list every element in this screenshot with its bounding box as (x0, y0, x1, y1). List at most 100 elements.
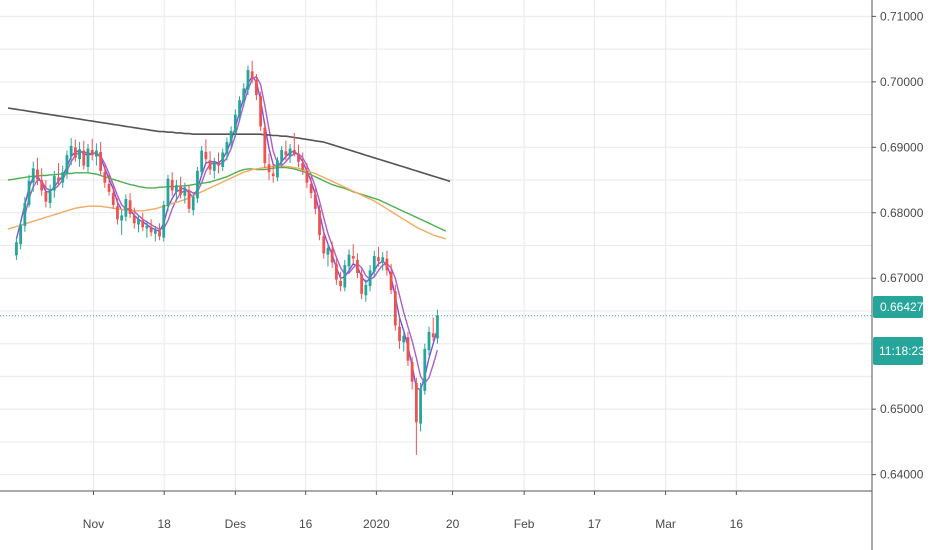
candle[interactable] (137, 215, 140, 233)
candle[interactable] (179, 176, 183, 199)
candle[interactable] (99, 142, 103, 175)
candle[interactable] (368, 265, 372, 292)
candle[interactable] (250, 60, 254, 84)
candle[interactable] (175, 180, 178, 201)
candle-body[interactable] (389, 271, 393, 291)
candle[interactable] (221, 148, 225, 171)
candle[interactable] (406, 331, 410, 366)
candle[interactable] (78, 142, 81, 167)
candle-body[interactable] (381, 257, 385, 263)
candle-body[interactable] (322, 236, 326, 254)
candle[interactable] (44, 180, 48, 208)
time-axis[interactable]: Nov 18 Des 16 2020 20 Feb 17 Mar 16 (83, 491, 744, 531)
candle[interactable] (132, 207, 136, 229)
candle-body[interactable] (414, 382, 418, 423)
candle-body[interactable] (27, 180, 31, 205)
candle[interactable] (372, 250, 376, 277)
candle-body[interactable] (166, 178, 170, 207)
candle-body[interactable] (410, 362, 414, 382)
candle[interactable] (162, 200, 166, 242)
candle[interactable] (82, 140, 86, 170)
candle-body[interactable] (61, 172, 65, 183)
candle-body[interactable] (44, 191, 48, 202)
candle-body[interactable] (90, 149, 94, 156)
candle[interactable] (217, 152, 220, 174)
candle-body[interactable] (313, 194, 317, 209)
candle[interactable] (280, 145, 284, 167)
candle[interactable] (271, 164, 275, 183)
candle[interactable] (334, 258, 338, 285)
candle[interactable] (233, 109, 237, 138)
candle-body[interactable] (339, 280, 342, 287)
candle-body[interactable] (128, 200, 132, 215)
candle-body[interactable] (158, 231, 161, 237)
candle-body[interactable] (229, 130, 233, 144)
candle[interactable] (414, 377, 418, 455)
candle-body[interactable] (82, 150, 86, 166)
candle[interactable] (145, 220, 149, 238)
candle[interactable] (107, 174, 111, 196)
candle-body[interactable] (217, 163, 220, 166)
candle[interactable] (149, 219, 153, 237)
candle-body[interactable] (179, 186, 183, 195)
candle-body[interactable] (309, 183, 313, 194)
candle-body[interactable] (284, 151, 288, 156)
candle-body[interactable] (301, 163, 305, 170)
candle-body[interactable] (52, 176, 56, 191)
candle-body[interactable] (153, 229, 157, 234)
candle[interactable] (297, 144, 300, 167)
candle-body[interactable] (175, 185, 178, 192)
candle-body[interactable] (95, 150, 98, 157)
candle[interactable] (31, 161, 35, 192)
candle-body[interactable] (137, 219, 140, 225)
candle[interactable] (326, 244, 330, 267)
candle[interactable] (431, 317, 435, 342)
candle[interactable] (381, 252, 385, 271)
candle-body[interactable] (406, 337, 410, 361)
candle[interactable] (419, 382, 422, 432)
candle-body[interactable] (221, 152, 225, 167)
candle-body[interactable] (419, 389, 422, 424)
candle-body[interactable] (86, 148, 90, 167)
candle[interactable] (343, 259, 347, 292)
candle[interactable] (120, 210, 124, 236)
candle-body[interactable] (187, 190, 191, 209)
candle[interactable] (196, 166, 199, 203)
candle[interactable] (427, 326, 431, 356)
candle-body[interactable] (431, 333, 435, 338)
candle-body[interactable] (427, 331, 431, 351)
candle[interactable] (301, 152, 305, 175)
candle-body[interactable] (356, 259, 359, 273)
candle-body[interactable] (398, 326, 401, 342)
candle-body[interactable] (36, 169, 39, 180)
candle[interactable] (40, 168, 44, 196)
candle[interactable] (23, 197, 27, 232)
candle-body[interactable] (208, 160, 212, 170)
candle-body[interactable] (259, 96, 262, 127)
candle-body[interactable] (162, 204, 166, 238)
candle-body[interactable] (15, 242, 18, 256)
candle[interactable] (27, 174, 31, 208)
candle-body[interactable] (280, 149, 284, 162)
candle-body[interactable] (48, 189, 52, 203)
candle-body[interactable] (402, 335, 406, 343)
price-axis[interactable]: 0.71000 0.70000 0.69000 0.68000 0.67000 0.650… (872, 9, 924, 482)
candle-body[interactable] (271, 173, 275, 177)
candle[interactable] (111, 185, 115, 209)
candle[interactable] (254, 73, 258, 101)
candle[interactable] (204, 139, 208, 164)
candle[interactable] (73, 139, 77, 162)
candle-body[interactable] (372, 255, 376, 272)
candle[interactable] (225, 137, 229, 161)
candle[interactable] (116, 198, 119, 225)
candle[interactable] (36, 157, 39, 186)
candle-body[interactable] (111, 193, 115, 205)
candle-body[interactable] (200, 150, 204, 173)
candle-body[interactable] (393, 291, 397, 326)
candle[interactable] (309, 176, 313, 199)
candle-body[interactable] (212, 161, 216, 171)
candle[interactable] (398, 317, 401, 349)
candle[interactable] (170, 172, 174, 196)
candle[interactable] (158, 223, 161, 241)
